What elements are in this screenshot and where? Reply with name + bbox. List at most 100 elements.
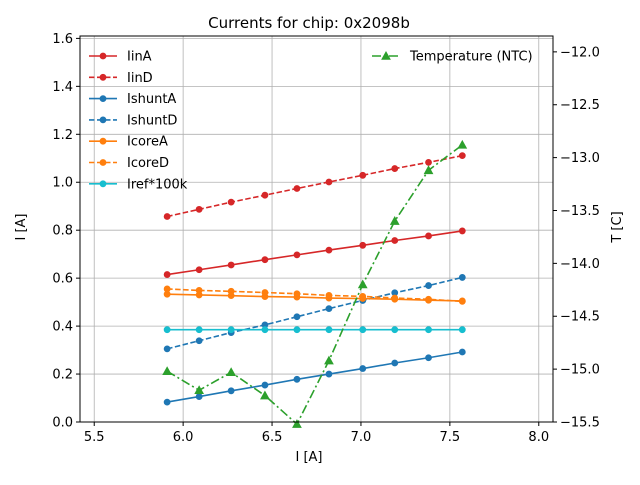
data-point: [325, 305, 333, 312]
data-point: [261, 381, 269, 389]
data-point: [261, 289, 269, 296]
legend-marker: [99, 73, 107, 81]
legend-right: Temperature (NTC): [372, 50, 533, 65]
legend-label: Iref*100k: [127, 177, 188, 192]
y2-tick-label: −14.0: [560, 257, 600, 272]
data-point: [227, 387, 235, 395]
data-point: [163, 285, 171, 293]
legend-marker: [99, 95, 107, 102]
y2-tick-label: −13.5: [560, 204, 600, 219]
data-point: [359, 292, 367, 300]
legend-label: IcoreD: [127, 156, 169, 171]
data-point: [391, 165, 399, 172]
x-tick-label: 8.0: [528, 430, 549, 445]
x-tick-label: 6.5: [262, 430, 283, 445]
legend-marker: [99, 180, 107, 188]
data-point: [458, 326, 466, 334]
data-point: [425, 232, 432, 240]
legend-label: Temperature (NTC): [409, 50, 533, 65]
y-tick-label: 1.2: [52, 128, 73, 143]
data-point: [391, 294, 399, 302]
data-point: [163, 271, 171, 278]
series-iind: [163, 152, 466, 220]
data-point: [423, 165, 434, 175]
series-line: [166, 351, 463, 403]
data-point: [359, 171, 367, 179]
chart-title: Currents for chip: 0x2098b: [208, 14, 410, 32]
series-iina: [163, 227, 466, 278]
data-point: [195, 326, 203, 334]
data-point: [359, 326, 367, 334]
data-point: [195, 286, 203, 294]
x-tick-label: 7.0: [351, 430, 372, 445]
y-tick-label: 0.8: [52, 224, 73, 239]
legend-marker: [99, 137, 107, 145]
grid: [80, 36, 553, 423]
legend-item: Temperature (NTC): [372, 50, 533, 65]
series-iref-100k: [163, 326, 466, 334]
y-axis-label: I [A]: [14, 213, 29, 240]
legend-label: IshuntA: [127, 92, 176, 107]
series-layer: [162, 139, 468, 428]
data-point: [293, 313, 301, 321]
legend-label: IinD: [127, 71, 153, 86]
legend-left: IinA IinD IshuntA IshuntD IcoreA IcoreD Iref*1…: [89, 50, 188, 192]
data-point: [194, 385, 205, 395]
data-point: [458, 274, 466, 281]
y-tick-label: 0.2: [52, 368, 73, 383]
series-line: [167, 230, 463, 276]
legend-item: IcoreD: [89, 156, 169, 171]
data-point: [293, 251, 301, 259]
data-point: [425, 354, 432, 362]
data-point: [293, 185, 301, 192]
data-point: [391, 326, 399, 334]
data-point: [391, 237, 399, 244]
data-point: [425, 326, 432, 334]
data-point: [293, 326, 301, 334]
legend-item: IcoreA: [89, 135, 168, 150]
data-point: [425, 295, 432, 303]
data-point: [227, 287, 235, 295]
data-point: [292, 419, 302, 428]
y-tick-label: 1.6: [52, 32, 73, 47]
series-line: [167, 293, 463, 302]
data-point: [226, 367, 237, 377]
plot-frame: [79, 35, 554, 423]
x-tick-label: 6.0: [173, 430, 194, 445]
legend-marker: [99, 116, 107, 124]
data-point: [325, 246, 333, 254]
data-point: [261, 191, 269, 199]
data-point: [195, 337, 203, 345]
data-point: [425, 158, 432, 166]
legend-label: IshuntD: [127, 113, 177, 128]
axes: 5.5 6.0 6.5 7.0 7.5 8.0 0.0 0.2 0.4 0.6 0.8 1.0 1.2 1…: [52, 32, 600, 445]
data-point: [195, 393, 203, 400]
data-point: [163, 345, 171, 353]
legend-marker: [99, 159, 107, 166]
legend-marker: [381, 50, 391, 60]
data-point: [357, 279, 368, 289]
legend-item: IinD: [89, 71, 153, 86]
legend-marker: [99, 52, 107, 60]
y2-tick-label: −15.5: [560, 416, 600, 431]
y-tick-label: 1.4: [52, 80, 73, 95]
data-point: [324, 355, 334, 365]
data-point: [195, 266, 203, 274]
y-tick-label: 1.0: [52, 176, 73, 191]
legend-label: IcoreA: [127, 135, 168, 150]
data-point: [260, 390, 270, 400]
legend-label: IinA: [127, 50, 152, 65]
y-tick-label: 0.6: [52, 272, 73, 287]
series-line: [166, 144, 463, 426]
y2-tick-label: −15.0: [560, 363, 600, 378]
data-point: [163, 326, 171, 334]
legend-item: Iref*100k: [89, 177, 188, 192]
data-point: [195, 205, 203, 213]
data-point: [458, 298, 466, 305]
data-point: [359, 365, 367, 372]
series-line: [167, 288, 463, 303]
data-point: [261, 326, 269, 334]
data-point: [391, 359, 399, 367]
